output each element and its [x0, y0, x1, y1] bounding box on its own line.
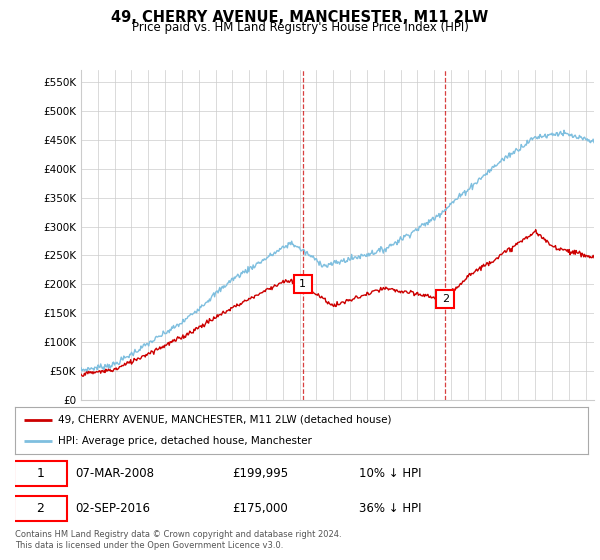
- Text: 2: 2: [36, 502, 44, 515]
- Text: Contains HM Land Registry data © Crown copyright and database right 2024.
This d: Contains HM Land Registry data © Crown c…: [15, 530, 341, 550]
- Text: 02-SEP-2016: 02-SEP-2016: [75, 502, 150, 515]
- Text: £199,995: £199,995: [233, 466, 289, 480]
- Text: 10% ↓ HPI: 10% ↓ HPI: [359, 466, 421, 480]
- Text: 2: 2: [442, 294, 449, 304]
- Text: 1: 1: [299, 279, 306, 290]
- Text: £175,000: £175,000: [233, 502, 289, 515]
- Text: Price paid vs. HM Land Registry's House Price Index (HPI): Price paid vs. HM Land Registry's House …: [131, 21, 469, 34]
- Text: 36% ↓ HPI: 36% ↓ HPI: [359, 502, 421, 515]
- Text: HPI: Average price, detached house, Manchester: HPI: Average price, detached house, Manc…: [58, 436, 312, 446]
- Text: 49, CHERRY AVENUE, MANCHESTER, M11 2LW (detached house): 49, CHERRY AVENUE, MANCHESTER, M11 2LW (…: [58, 414, 391, 424]
- FancyBboxPatch shape: [14, 496, 67, 521]
- FancyBboxPatch shape: [14, 460, 67, 486]
- Text: 1: 1: [36, 466, 44, 480]
- Text: 49, CHERRY AVENUE, MANCHESTER, M11 2LW: 49, CHERRY AVENUE, MANCHESTER, M11 2LW: [112, 10, 488, 25]
- Text: 07-MAR-2008: 07-MAR-2008: [75, 466, 154, 480]
